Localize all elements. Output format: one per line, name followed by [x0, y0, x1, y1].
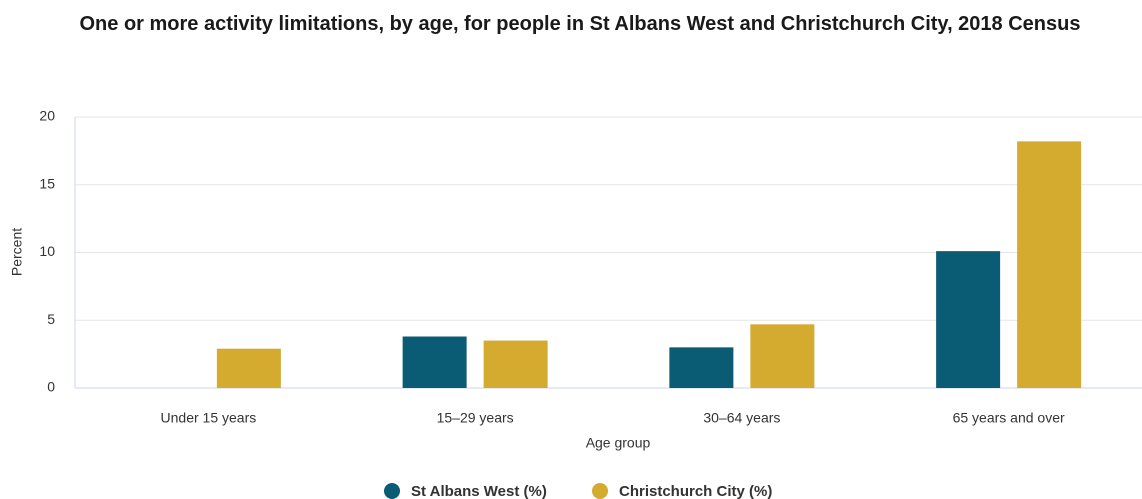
- bar: [936, 251, 1001, 388]
- bar: [402, 336, 467, 388]
- bar: [669, 347, 734, 388]
- legend-swatch: [592, 483, 608, 499]
- x-tick-label: 65 years and over: [953, 410, 1065, 426]
- y-tick-label: 10: [39, 243, 55, 259]
- x-tick-label: 30–64 years: [703, 410, 780, 426]
- y-tick-label: 5: [47, 311, 55, 327]
- legend-label: St Albans West (%): [411, 483, 547, 499]
- legend-label: Christchurch City (%): [619, 483, 772, 499]
- bar: [750, 324, 815, 388]
- x-tick-label: 15–29 years: [437, 410, 514, 426]
- x-axis-label: Age group: [586, 435, 651, 451]
- bar: [1017, 141, 1082, 388]
- y-axis-label: Percent: [9, 228, 25, 276]
- legend-swatch: [384, 483, 400, 499]
- y-tick-label: 20: [39, 108, 55, 124]
- bar: [216, 348, 281, 388]
- y-tick-label: 0: [47, 379, 55, 395]
- y-tick-label: 15: [39, 175, 55, 191]
- chart-title: One or more activity limitations, by age…: [79, 13, 1081, 35]
- bar: [483, 340, 548, 388]
- x-tick-label: Under 15 years: [161, 410, 257, 426]
